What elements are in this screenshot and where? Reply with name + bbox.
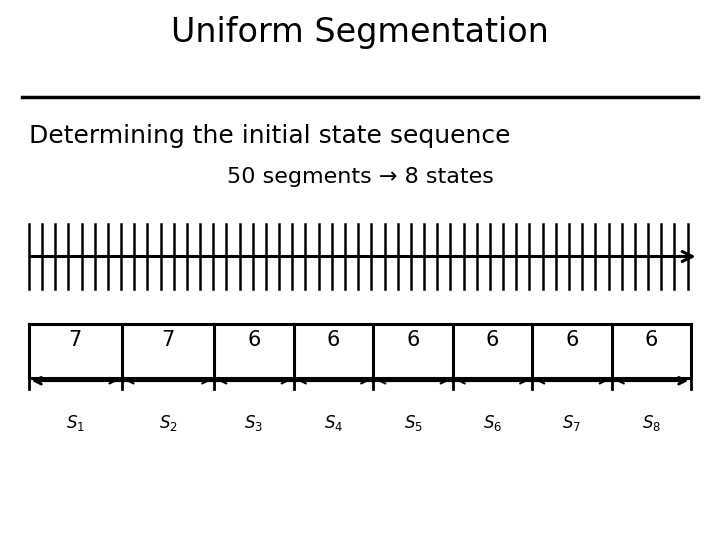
Text: 6: 6 [565, 330, 579, 350]
Text: 6: 6 [327, 330, 340, 350]
Text: $\mathit{S}_{1}$: $\mathit{S}_{1}$ [66, 413, 85, 433]
Text: 6: 6 [248, 330, 261, 350]
Text: 7: 7 [68, 330, 82, 350]
Text: $\mathit{S}_{7}$: $\mathit{S}_{7}$ [562, 413, 582, 433]
Text: 6: 6 [645, 330, 658, 350]
Text: $\mathit{S}_{8}$: $\mathit{S}_{8}$ [642, 413, 661, 433]
Text: $\mathit{S}_{2}$: $\mathit{S}_{2}$ [158, 413, 177, 433]
Text: Determining the initial state sequence: Determining the initial state sequence [29, 124, 510, 148]
Text: 7: 7 [161, 330, 174, 350]
Text: 6: 6 [486, 330, 499, 350]
Text: 50 segments → 8 states: 50 segments → 8 states [227, 167, 493, 187]
Text: Uniform Segmentation: Uniform Segmentation [171, 16, 549, 49]
Text: 6: 6 [406, 330, 420, 350]
Text: $\mathit{S}_{6}$: $\mathit{S}_{6}$ [483, 413, 502, 433]
Text: $\mathit{S}_{3}$: $\mathit{S}_{3}$ [245, 413, 264, 433]
Text: $\mathit{S}_{5}$: $\mathit{S}_{5}$ [403, 413, 423, 433]
Text: $\mathit{S}_{4}$: $\mathit{S}_{4}$ [324, 413, 343, 433]
